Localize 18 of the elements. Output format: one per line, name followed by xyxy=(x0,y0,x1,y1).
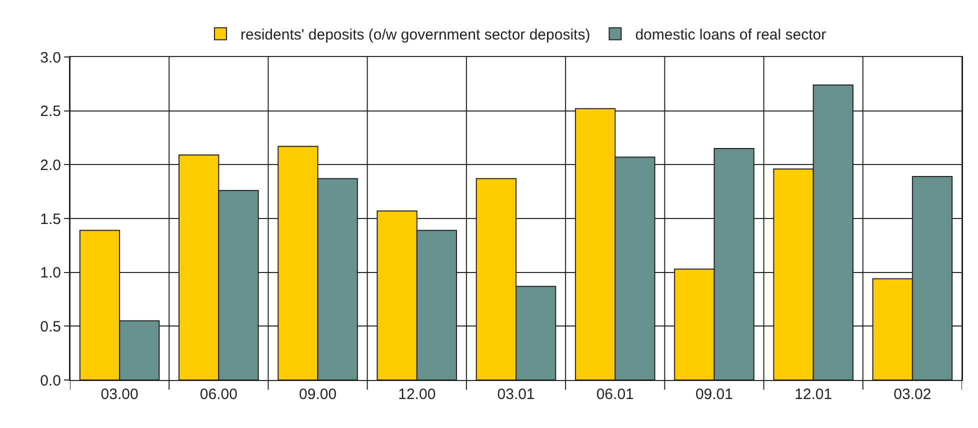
x-tick-label: 12.01 xyxy=(794,386,832,403)
legend-label: domestic loans of real sector xyxy=(635,26,826,44)
y-tick-label: 2.0 xyxy=(40,156,61,174)
x-tick-label: 06.01 xyxy=(596,386,634,403)
y-tick-label: 0.0 xyxy=(40,372,61,390)
y-tick-label: 0.5 xyxy=(40,318,61,336)
y-tick-label: 2.5 xyxy=(40,103,61,120)
x-tick-label: 09.01 xyxy=(695,386,733,403)
x-tick-label: 03.00 xyxy=(100,386,138,403)
x-tick-label: 03.01 xyxy=(497,386,535,403)
x-tick-label: 12.00 xyxy=(398,386,436,403)
y-tick-label: 3.0 xyxy=(40,49,61,66)
y-tick-label: 1.0 xyxy=(40,264,61,282)
legend-label: residents' deposits (o/w government sector deposits) xyxy=(240,26,590,44)
y-tick-label: 1.5 xyxy=(40,210,61,228)
x-tick-label: 06.00 xyxy=(200,386,238,403)
x-tick-label: 03.02 xyxy=(894,386,932,403)
x-tick-label: 09.00 xyxy=(299,386,337,403)
